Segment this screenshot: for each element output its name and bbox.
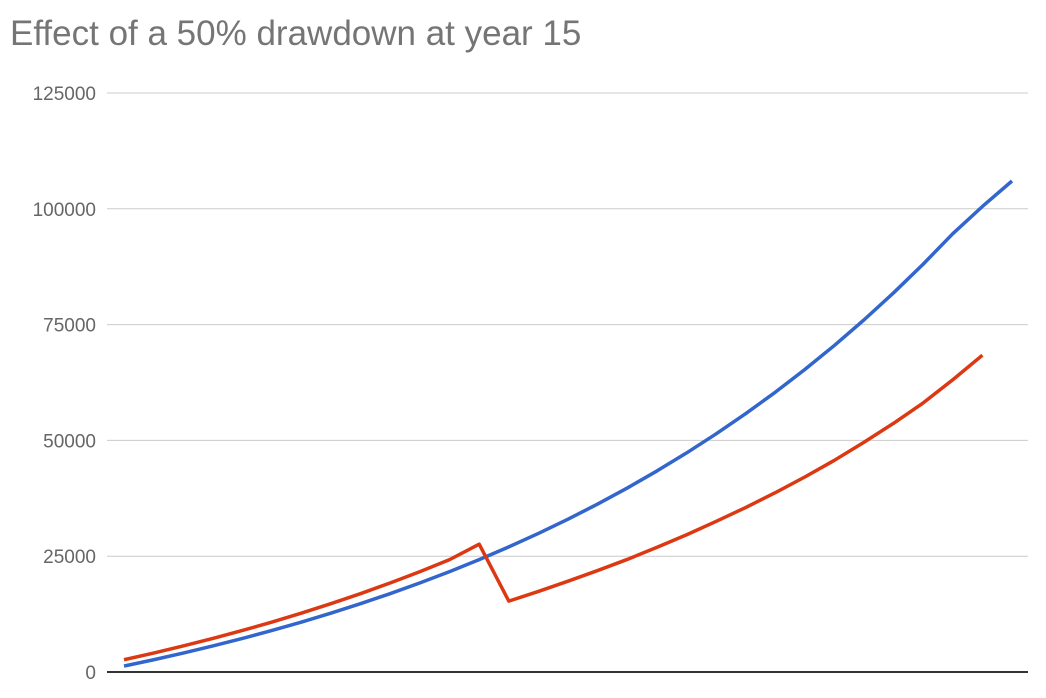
y-tick-label: 0 (85, 663, 96, 684)
y-tick-label: 50000 (43, 431, 96, 452)
chart-title: Effect of a 50% drawdown at year 15 (10, 14, 582, 53)
y-tick-label: 75000 (43, 316, 96, 337)
y-tick-label: 25000 (43, 547, 96, 568)
series-line-1 (123, 353, 984, 662)
y-tick-label: 125000 (33, 84, 96, 105)
y-tick-label: 100000 (33, 200, 96, 221)
series-line-0 (123, 179, 1014, 668)
